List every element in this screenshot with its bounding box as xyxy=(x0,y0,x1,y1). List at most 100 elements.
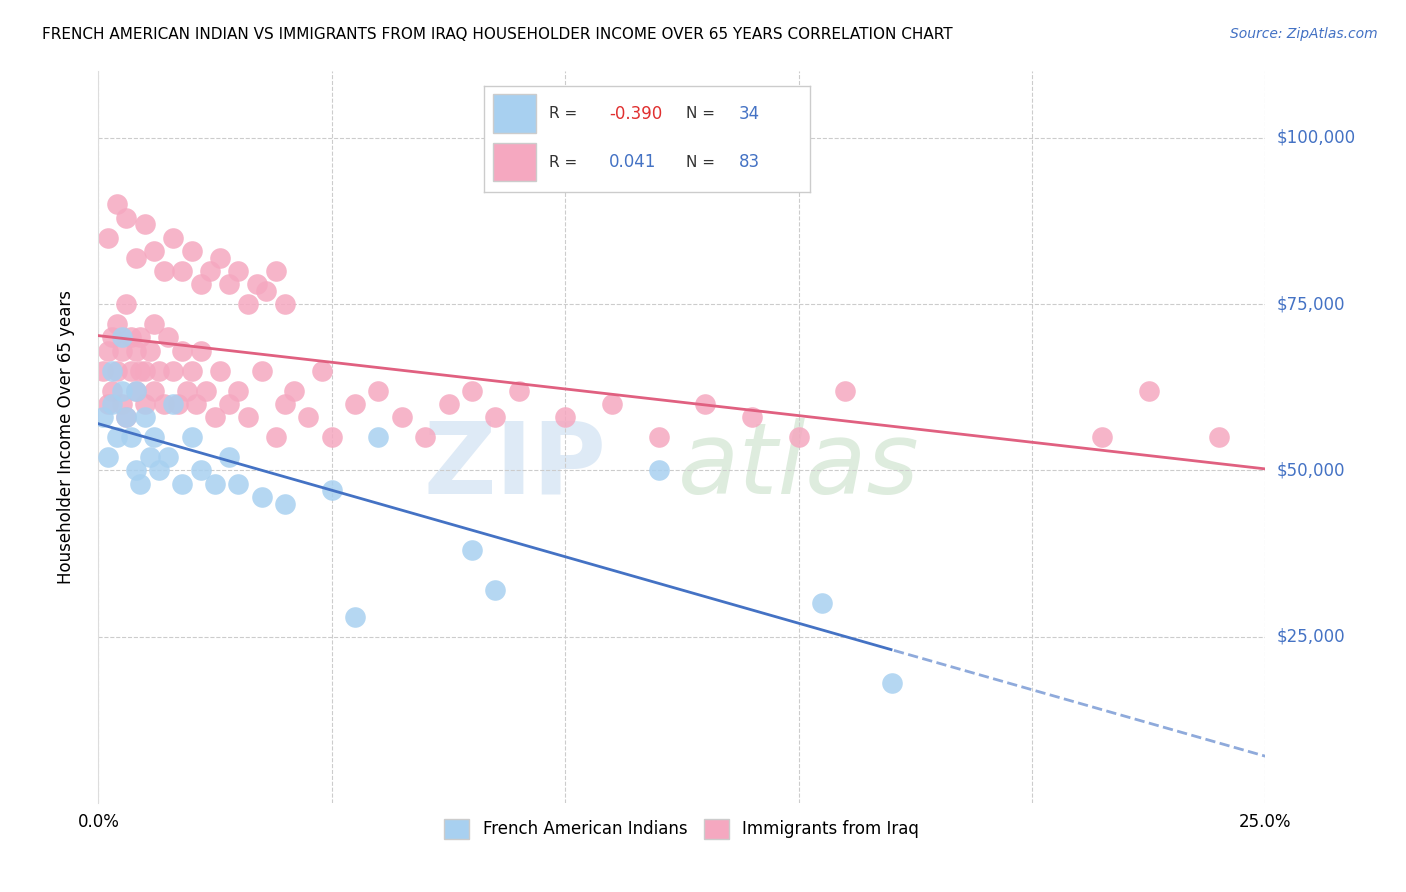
Point xyxy=(695,397,717,411)
Point xyxy=(647,463,669,477)
Point xyxy=(274,497,297,511)
Point xyxy=(125,251,148,265)
Text: Source: ZipAtlas.com: Source: ZipAtlas.com xyxy=(1230,27,1378,41)
Point xyxy=(321,430,343,444)
Point xyxy=(834,384,856,398)
Point xyxy=(283,384,305,398)
Point xyxy=(508,384,530,398)
Point xyxy=(120,430,142,444)
Point xyxy=(101,330,124,344)
Text: ZIP: ZIP xyxy=(423,417,606,515)
Point xyxy=(120,363,142,377)
Point xyxy=(218,450,240,464)
Text: FRENCH AMERICAN INDIAN VS IMMIGRANTS FROM IRAQ HOUSEHOLDER INCOME OVER 65 YEARS : FRENCH AMERICAN INDIAN VS IMMIGRANTS FRO… xyxy=(42,27,953,42)
Point xyxy=(190,463,212,477)
Point xyxy=(236,410,259,425)
Point xyxy=(250,490,273,504)
Point xyxy=(97,397,120,411)
Y-axis label: Householder Income Over 65 years: Householder Income Over 65 years xyxy=(56,290,75,584)
Point xyxy=(484,582,506,597)
Point xyxy=(344,609,367,624)
Point xyxy=(391,410,413,425)
Point xyxy=(811,596,834,610)
Point xyxy=(274,297,297,311)
Point xyxy=(600,397,623,411)
Point xyxy=(97,230,120,244)
Point xyxy=(311,363,333,377)
Point xyxy=(190,277,212,292)
Point xyxy=(166,397,188,411)
Point xyxy=(1137,384,1160,398)
Point xyxy=(208,363,231,377)
Text: $25,000: $25,000 xyxy=(1277,628,1346,646)
Point xyxy=(91,410,114,425)
Point xyxy=(162,397,184,411)
Point xyxy=(157,450,180,464)
Point xyxy=(264,264,287,278)
Point xyxy=(186,397,208,411)
Point xyxy=(143,430,166,444)
Point xyxy=(139,450,162,464)
Point xyxy=(143,244,166,258)
Point xyxy=(367,384,389,398)
Point xyxy=(250,363,273,377)
Text: $100,000: $100,000 xyxy=(1277,128,1355,147)
Point xyxy=(101,363,124,377)
Point xyxy=(162,363,184,377)
Point xyxy=(1208,430,1230,444)
Point xyxy=(180,363,202,377)
Point xyxy=(120,330,142,344)
Point xyxy=(152,397,174,411)
Point xyxy=(172,264,194,278)
Point xyxy=(97,343,120,358)
Point xyxy=(157,330,180,344)
Point xyxy=(437,397,460,411)
Point xyxy=(246,277,269,292)
Point xyxy=(461,543,484,558)
Point xyxy=(367,430,389,444)
Point xyxy=(134,410,156,425)
Point xyxy=(180,430,202,444)
Point xyxy=(105,317,128,331)
Point xyxy=(208,251,231,265)
Point xyxy=(139,343,162,358)
Point xyxy=(143,384,166,398)
Point xyxy=(172,476,194,491)
Point xyxy=(125,384,148,398)
Point xyxy=(101,384,124,398)
Point xyxy=(413,430,436,444)
Text: $50,000: $50,000 xyxy=(1277,461,1346,479)
Point xyxy=(125,343,148,358)
Point xyxy=(264,430,287,444)
Point xyxy=(484,410,506,425)
Point xyxy=(115,410,138,425)
Point xyxy=(228,384,250,398)
Point xyxy=(111,330,134,344)
Point xyxy=(134,363,156,377)
Point xyxy=(741,410,763,425)
Point xyxy=(111,397,134,411)
Point xyxy=(176,384,198,398)
Point xyxy=(105,197,128,211)
Text: $75,000: $75,000 xyxy=(1277,295,1346,313)
Point xyxy=(218,397,240,411)
Point xyxy=(228,264,250,278)
Point xyxy=(115,211,138,225)
Point xyxy=(204,476,226,491)
Point xyxy=(218,277,240,292)
Point xyxy=(91,363,114,377)
Text: atlas: atlas xyxy=(678,417,920,515)
Point xyxy=(111,384,134,398)
Point xyxy=(554,410,576,425)
Point xyxy=(105,363,128,377)
Point xyxy=(461,384,484,398)
Point xyxy=(111,343,134,358)
Point xyxy=(129,330,152,344)
Point xyxy=(787,430,810,444)
Point xyxy=(162,230,184,244)
Point xyxy=(129,476,152,491)
Point xyxy=(880,676,903,690)
Point xyxy=(297,410,319,425)
Point xyxy=(148,363,170,377)
Point xyxy=(180,244,202,258)
